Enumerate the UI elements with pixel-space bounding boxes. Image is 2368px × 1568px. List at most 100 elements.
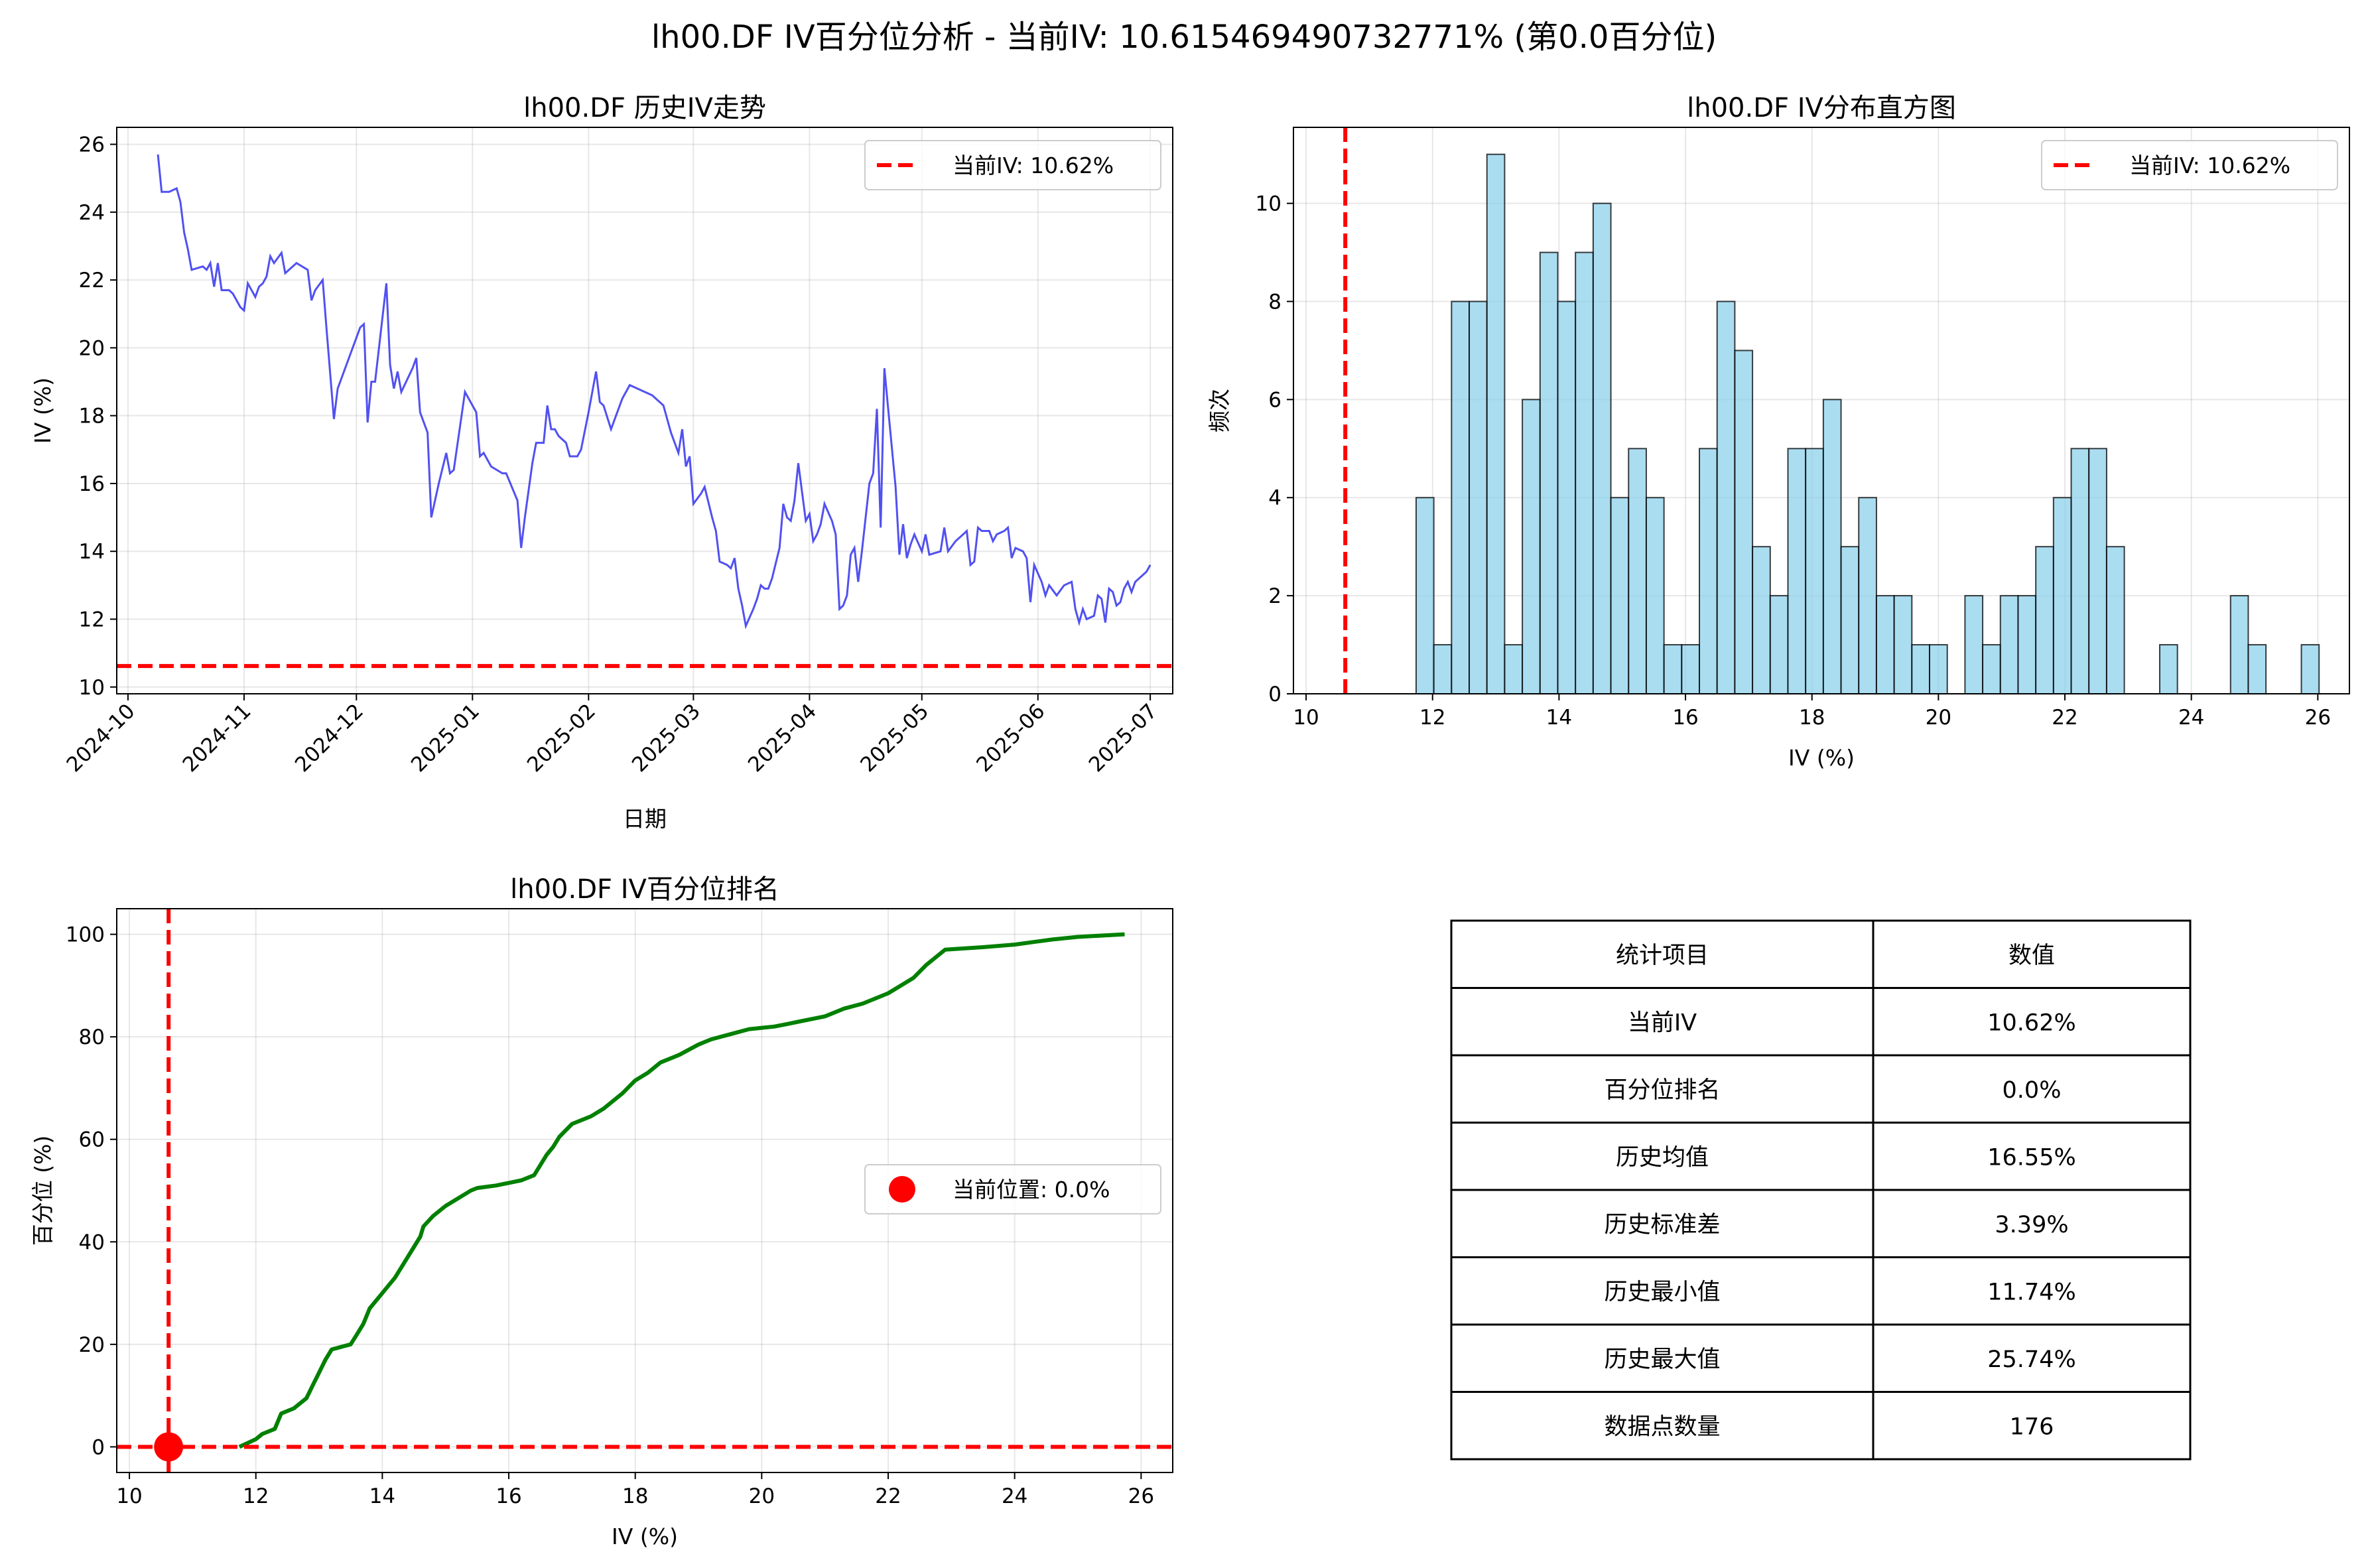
x-tick-label: 16 — [495, 1484, 521, 1508]
x-tick-label: 2025-02 — [523, 699, 600, 777]
legend-label: 当前位置: 0.0% — [953, 1177, 1110, 1203]
x-tick-label: 22 — [2052, 706, 2077, 730]
histogram-bar — [1699, 448, 1718, 694]
table-row-label: 历史最小值 — [1604, 1279, 1720, 1305]
y-tick-label: 100 — [66, 923, 105, 947]
legend-box — [864, 1164, 1161, 1214]
histogram-bar — [1557, 300, 1577, 694]
histogram-bar — [2088, 448, 2107, 694]
table-label-cell — [1450, 1054, 1875, 1124]
table-row-label: 历史最大值 — [1604, 1346, 1720, 1373]
table-row-value: 3.39% — [1995, 1212, 2068, 1238]
table-header-label: 统计项目 — [1616, 943, 1709, 969]
table-row-value: 16.55% — [1987, 1144, 2075, 1171]
table-row-label: 当前IV — [1628, 1010, 1697, 1036]
y-tick-label: 12 — [79, 608, 105, 631]
histogram-bar — [2017, 595, 2037, 694]
histogram-bar — [1539, 251, 1559, 694]
table-label-cell — [1450, 1256, 1875, 1326]
y-tick-label: 24 — [79, 201, 105, 225]
x-tick-label: 2025-04 — [744, 699, 821, 777]
percentile-curve — [238, 932, 1125, 1449]
y-tick-label: 80 — [79, 1025, 105, 1049]
panel-title: lh00.DF IV百分位排名 — [510, 874, 779, 905]
histogram-bar — [2247, 644, 2267, 694]
x-tick-label: 2025-06 — [972, 699, 1049, 777]
histogram-bar — [1769, 595, 1789, 694]
histogram-bar — [1575, 251, 1594, 694]
x-axis-label: IV (%) — [1788, 745, 1855, 771]
y-axis-label: 百分位 (%) — [30, 1136, 56, 1246]
histogram-bar — [1610, 497, 1630, 694]
histogram-bar — [1734, 350, 1754, 694]
histogram-bar — [1858, 497, 1877, 694]
histogram-bar — [2035, 546, 2054, 694]
axes-frame — [116, 908, 1173, 1473]
y-tick-label: 10 — [1256, 192, 1282, 216]
histogram-bar — [1681, 644, 1701, 694]
axes-frame — [1293, 127, 2350, 694]
table-header-cell — [1872, 919, 2192, 989]
table-row-value: 10.62% — [1987, 1010, 2075, 1036]
x-tick-label: 2024-11 — [178, 699, 256, 777]
x-tick-label: 20 — [749, 1484, 775, 1508]
y-tick-label: 14 — [79, 540, 105, 564]
x-axis-label: IV (%) — [612, 1524, 678, 1549]
histogram-bar — [1875, 595, 1895, 694]
histogram-bar — [1522, 399, 1541, 694]
y-axis-label: IV (%) — [30, 377, 56, 444]
histogram-bar — [1645, 497, 1665, 694]
y-tick-label: 2 — [1268, 584, 1282, 608]
y-tick-label: 0 — [1268, 683, 1282, 706]
x-tick-label: 22 — [875, 1484, 901, 1508]
histogram-bar — [1469, 300, 1488, 694]
table-row-label: 历史均值 — [1616, 1144, 1709, 1171]
x-tick-label: 10 — [116, 1484, 142, 1508]
histogram-bar — [2070, 448, 2090, 694]
histogram-bar — [2105, 546, 2125, 694]
histogram-bar — [1929, 644, 1948, 694]
x-tick-label: 2024-12 — [291, 699, 368, 777]
histogram-bar — [1822, 399, 1842, 694]
table-value-cell — [1872, 1323, 2192, 1393]
legend-label: 当前IV: 10.62% — [953, 153, 1114, 178]
histogram-bar — [1752, 546, 1771, 694]
current-position-marker — [154, 1432, 184, 1462]
x-tick-label: 2024-10 — [62, 699, 140, 777]
legend-box — [2041, 140, 2338, 190]
histogram-bar — [1451, 300, 1471, 694]
x-tick-label: 2025-01 — [407, 699, 484, 777]
x-tick-label: 10 — [1293, 706, 1319, 730]
y-tick-label: 16 — [79, 472, 105, 496]
histogram-bar — [2300, 644, 2320, 694]
panel-title: lh00.DF 历史IV走势 — [523, 93, 766, 123]
table-row-value: 25.74% — [1987, 1346, 2075, 1373]
y-tick-label: 40 — [79, 1230, 105, 1254]
y-tick-label: 22 — [79, 269, 105, 293]
histogram-bar — [2229, 595, 2249, 694]
histogram-bar — [1805, 448, 1824, 694]
y-tick-label: 10 — [79, 676, 105, 700]
table-row-label: 百分位排名 — [1604, 1077, 1720, 1104]
iv-series-line — [157, 154, 1151, 629]
x-tick-label: 2025-03 — [627, 699, 705, 777]
x-tick-label: 18 — [622, 1484, 648, 1508]
table-row-value: 0.0% — [2003, 1077, 2062, 1104]
histogram-bar — [1415, 497, 1435, 694]
y-tick-label: 18 — [79, 405, 105, 428]
x-tick-label: 16 — [1672, 706, 1698, 730]
histogram-bar — [1716, 300, 1736, 694]
x-tick-label: 24 — [2178, 706, 2204, 730]
legend-box — [864, 140, 1161, 190]
table-value-cell — [1872, 1122, 2192, 1191]
histogram-bar — [1628, 448, 1647, 694]
x-axis-label: 日期 — [623, 806, 667, 832]
histogram-bar — [1911, 644, 1931, 694]
x-tick-label: 12 — [243, 1484, 269, 1508]
histogram-bar — [1787, 448, 1807, 694]
panel-title: lh00.DF IV分布直方图 — [1687, 93, 1956, 123]
x-tick-label: 12 — [1419, 706, 1445, 730]
histogram-bar — [1663, 644, 1683, 694]
